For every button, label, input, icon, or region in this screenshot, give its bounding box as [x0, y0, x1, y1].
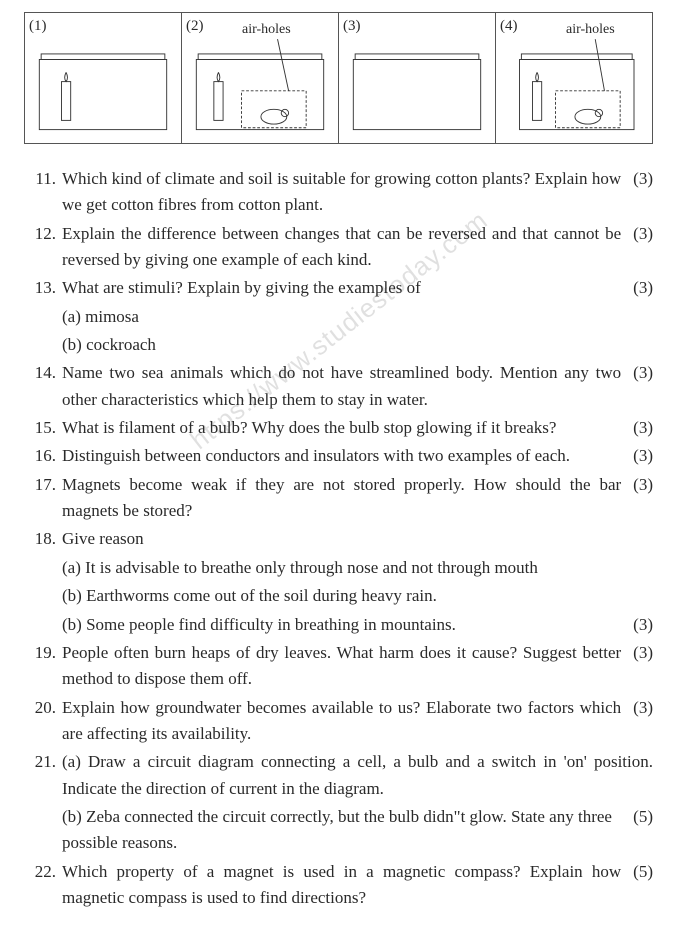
question-marks: (3) [621, 360, 653, 386]
question-body: (a) Draw a circuit diagram connecting a … [62, 749, 653, 802]
question: 13.(3)What are stimuli? Explain by givin… [24, 275, 653, 301]
figure-cell-1: (1) [25, 13, 182, 143]
question-number: 19. [24, 640, 62, 666]
question-body: (5)Which property of a magnet is used in… [62, 859, 653, 912]
question-marks: (3) [621, 443, 653, 469]
question-marks: (5) [621, 804, 653, 830]
question-number: 22. [24, 859, 62, 885]
question-body: (3)Explain how groundwater becomes avail… [62, 695, 653, 748]
question-number: 21. [24, 749, 62, 775]
question-body: (3)Distinguish between conductors and in… [62, 443, 653, 469]
question-number: 11. [24, 166, 62, 192]
figure-cell-3: (3) [339, 13, 496, 143]
question: 21.(a) Draw a circuit diagram connecting… [24, 749, 653, 802]
question-marks: (3) [621, 166, 653, 192]
question-body: (3)What are stimuli? Explain by giving t… [62, 275, 653, 301]
question-body: (3)Explain the difference between change… [62, 221, 653, 274]
question-sub: (a) It is advisable to breathe only thro… [24, 555, 653, 581]
question-marks: (3) [621, 275, 653, 301]
air-holes-label: air-holes [566, 19, 615, 41]
question-body: (3)Which kind of climate and soil is sui… [62, 166, 653, 219]
figure-cell-2: (2) air-holes [182, 13, 339, 143]
question-sub: (5)(b) Zeba connected the circuit correc… [24, 804, 653, 857]
diagram-3 [343, 17, 491, 137]
question-marks: (3) [621, 221, 653, 247]
question-marks: (3) [621, 640, 653, 666]
question-marks: (3) [621, 472, 653, 498]
figure-row: (1) (2) air-holes (3) [24, 12, 653, 144]
air-holes-label: air-holes [242, 19, 291, 41]
question: 14.(3)Name two sea animals which do not … [24, 360, 653, 413]
question-sub: (b) Earthworms come out of the soil duri… [24, 583, 653, 609]
question: 22.(5)Which property of a magnet is used… [24, 859, 653, 912]
question-marks: (5) [621, 859, 653, 885]
cell-number: (1) [29, 15, 47, 38]
question-marks: (3) [621, 695, 653, 721]
question-number: 15. [24, 415, 62, 441]
question-marks: (3) [621, 612, 653, 638]
question-number: 12. [24, 221, 62, 247]
question-body: Give reason [62, 526, 653, 552]
question-body: (3)Magnets become weak if they are not s… [62, 472, 653, 525]
question: 16.(3)Distinguish between conductors and… [24, 443, 653, 469]
question: 17.(3)Magnets become weak if they are no… [24, 472, 653, 525]
question-sub: (3)(b) Some people find difficulty in br… [24, 612, 653, 638]
question: 11.(3)Which kind of climate and soil is … [24, 166, 653, 219]
cell-number: (4) [500, 15, 518, 38]
figure-cell-4: (4) air-holes [496, 13, 652, 143]
question-number: 13. [24, 275, 62, 301]
question: 18.Give reason [24, 526, 653, 552]
question-number: 18. [24, 526, 62, 552]
question: 19.(3)People often burn heaps of dry lea… [24, 640, 653, 693]
cell-number: (3) [343, 15, 361, 38]
question: 12.(3)Explain the difference between cha… [24, 221, 653, 274]
question-list: 11.(3)Which kind of climate and soil is … [24, 166, 653, 911]
question-number: 14. [24, 360, 62, 386]
question-number: 17. [24, 472, 62, 498]
question-sub: (a) mimosa [24, 304, 653, 330]
question: 15.(3)What is filament of a bulb? Why do… [24, 415, 653, 441]
question-sub: (b) cockroach [24, 332, 653, 358]
question-body: (3)What is filament of a bulb? Why does … [62, 415, 653, 441]
question-body: (3)Name two sea animals which do not hav… [62, 360, 653, 413]
question-marks: (3) [621, 415, 653, 441]
question: 20.(3)Explain how groundwater becomes av… [24, 695, 653, 748]
question-body: (3)People often burn heaps of dry leaves… [62, 640, 653, 693]
cell-number: (2) [186, 15, 204, 38]
diagram-1 [29, 17, 177, 137]
question-number: 16. [24, 443, 62, 469]
question-number: 20. [24, 695, 62, 721]
